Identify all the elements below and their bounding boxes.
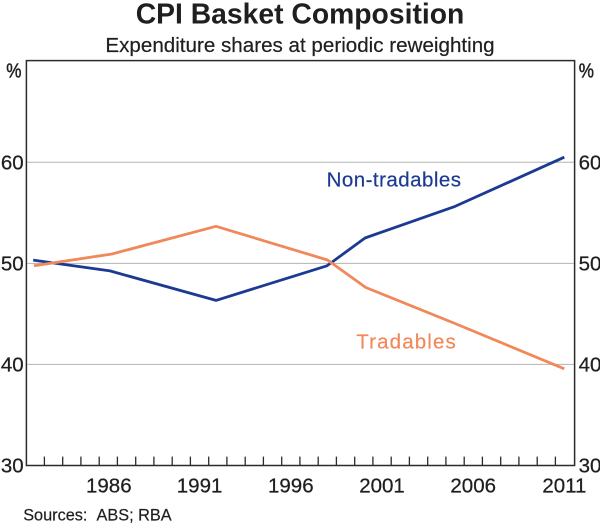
svg-text:1986: 1986 xyxy=(86,475,132,498)
svg-text:Expenditure shares at periodic: Expenditure shares at periodic reweighti… xyxy=(105,34,494,57)
svg-text:Sources: ABS; RBA: Sources: ABS; RBA xyxy=(23,506,172,524)
svg-text:40: 40 xyxy=(579,354,600,377)
svg-text:%: % xyxy=(579,60,594,83)
svg-text:30: 30 xyxy=(579,455,600,478)
svg-text:30: 30 xyxy=(1,455,24,478)
svg-text:CPI Basket Composition: CPI Basket Composition xyxy=(136,0,465,30)
svg-text:2006: 2006 xyxy=(450,475,496,498)
svg-text:40: 40 xyxy=(1,354,24,377)
svg-text:Tradables: Tradables xyxy=(356,331,456,354)
svg-text:%: % xyxy=(6,60,21,83)
svg-text:2011: 2011 xyxy=(542,475,586,498)
svg-text:60: 60 xyxy=(1,151,24,174)
svg-text:50: 50 xyxy=(1,253,24,276)
svg-text:1991: 1991 xyxy=(177,475,223,498)
svg-text:50: 50 xyxy=(579,253,600,276)
svg-text:2001: 2001 xyxy=(359,475,405,498)
svg-text:Non-tradables: Non-tradables xyxy=(327,169,461,192)
svg-text:60: 60 xyxy=(579,151,600,174)
svg-text:1996: 1996 xyxy=(268,475,314,498)
